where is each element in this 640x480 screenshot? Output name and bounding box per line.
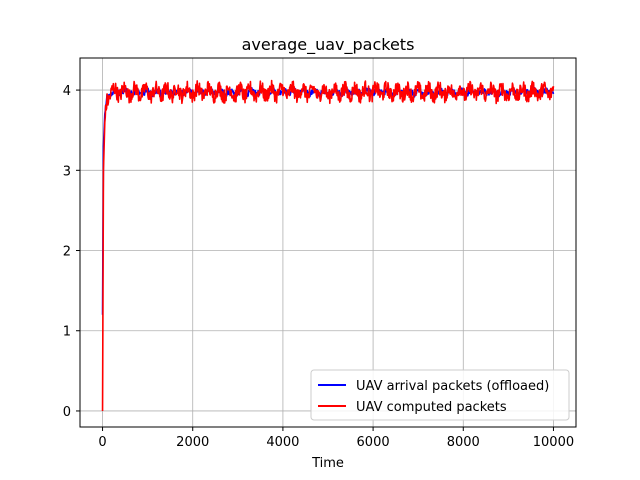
plot-frame <box>79 57 577 428</box>
series-lines <box>101 79 555 411</box>
x-tick-label: 0 <box>98 435 106 450</box>
series-line-computed <box>101 79 555 411</box>
y-tick-label: 1 <box>63 325 71 340</box>
y-tick-label: 2 <box>63 245 71 260</box>
y-tick-label: 4 <box>63 84 71 99</box>
x-tick-label: 2000 <box>176 435 209 450</box>
y-tick-label: 0 <box>63 405 71 420</box>
axis-ticks: 0 2000 4000 6000 8000 10000 0 1 2 3 4 <box>63 84 574 450</box>
x-tick-label: 4000 <box>266 435 299 450</box>
x-tick-label: 6000 <box>357 435 390 450</box>
legend: UAV arrival packets (offloaed) UAV compu… <box>310 369 570 421</box>
chart-title: average_uav_packets <box>242 35 415 55</box>
legend-label-computed: UAV computed packets <box>356 400 507 415</box>
x-tick-label: 8000 <box>447 435 480 450</box>
y-tick-label: 3 <box>63 164 71 179</box>
legend-label-arrival: UAV arrival packets (offloaed) <box>356 379 549 394</box>
legend-box <box>310 369 570 421</box>
x-axis-label: Time <box>311 456 344 471</box>
x-tick-label: 10000 <box>533 435 574 450</box>
